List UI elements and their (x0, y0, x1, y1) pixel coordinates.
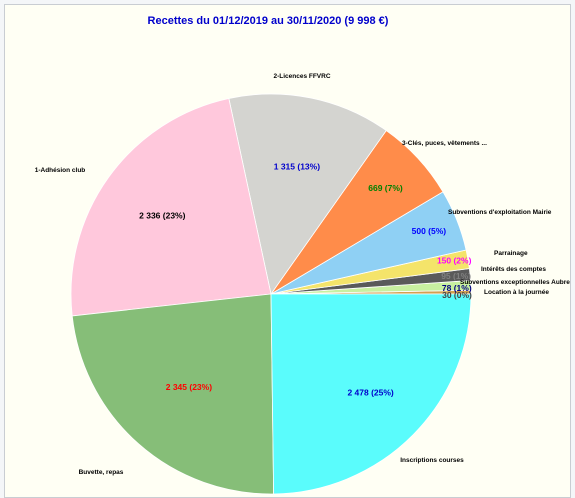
slice-value-label: 150 (2%) (437, 256, 472, 266)
slice-value-label: 78 (1%) (442, 283, 472, 293)
slice-name-label: 3-Clés, puces, vêtements ... (402, 140, 487, 147)
pie-chart: Recettes du 01/12/2019 au 30/11/2020 (9 … (35, 15, 571, 495)
slice-value-label: 669 (7%) (368, 183, 403, 193)
pie-slice (270, 293, 472, 495)
slice-value-label: 2 478 (25%) (347, 387, 393, 397)
slice-name-label: 1-Adhésion club (35, 167, 86, 174)
slice-value-label: 2 336 (23%) (139, 211, 185, 221)
pie-slice (228, 93, 387, 295)
chart-title: Recettes du 01/12/2019 au 30/11/2020 (9 … (148, 15, 389, 27)
slice-name-label: Buvette, repas (79, 469, 124, 476)
slice-name-label: Subventions exceptionnelles Aubres (460, 279, 571, 286)
pie-slice (71, 293, 275, 495)
slice-name-label: Parrainage (494, 250, 528, 257)
slice-name-label: Subventions d'exploitation Mairie (448, 209, 552, 216)
slice-name-label: Location à la journée (484, 289, 549, 296)
slice-name-label: Inscriptions courses (400, 457, 464, 464)
chart-panel: Recettes du 01/12/2019 au 30/11/2020 (9 … (4, 4, 571, 498)
slice-value-label: 95 (1%) (441, 271, 471, 281)
slice-value-label: 2 345 (23%) (166, 382, 212, 392)
slice-name-labels: Location à la journée Subventions excepti… (35, 73, 571, 476)
slice-value-label: 500 (5%) (412, 226, 447, 236)
slice-value-label: 1 315 (13%) (274, 162, 320, 172)
value-labels: 30 (0%)78 (1%) 95 (1%) 150 (2%) 500 (5%) 669… (139, 162, 472, 398)
slice-name-label: 2-Licences FFVRC (273, 73, 330, 80)
pie-slice (70, 98, 272, 317)
slice-value-label: 30 (0%) (442, 290, 472, 300)
slice-name-label: Intérêts des comptes (481, 266, 546, 273)
pie-slices (70, 93, 472, 495)
